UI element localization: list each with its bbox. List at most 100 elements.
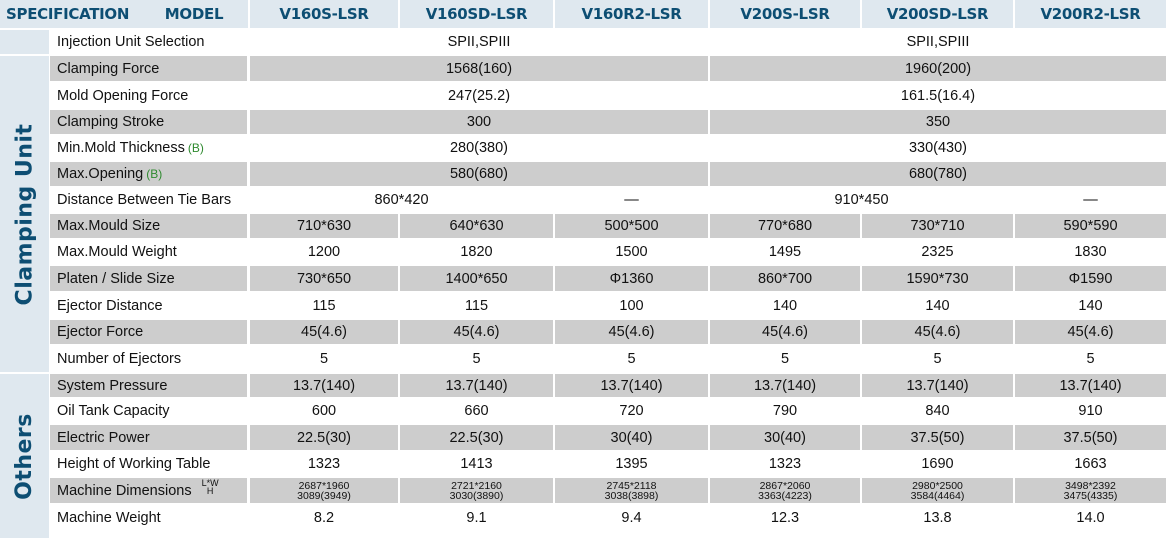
spec-value: 30(40) — [555, 425, 708, 450]
spec-row-label-text: Platen / Slide Size — [57, 270, 175, 287]
spec-value: 140 — [1015, 293, 1166, 318]
model-name: V200R2-LSR — [1040, 5, 1141, 23]
spec-value: 1690 — [862, 452, 1013, 476]
spec-row-label-text: Clamping Force — [57, 60, 160, 77]
spec-value-text: 860*700 — [757, 270, 813, 287]
spec-value-text: 45(4.6) — [914, 324, 961, 340]
spec-value: 247(25.2) — [250, 83, 708, 108]
dimension-h: 3038(3898) — [604, 489, 659, 502]
dimension-h: 3363(4223) — [758, 489, 812, 502]
spec-value-text: 1495 — [768, 244, 802, 260]
spec-value: 13.7(140) — [555, 374, 708, 397]
lw-note: L*W — [201, 477, 219, 488]
spec-row-label: Distance Between Tie Bars — [50, 188, 247, 212]
spec-value: 140 — [862, 293, 1013, 318]
spec-value-text: 1400*650 — [445, 270, 508, 287]
spec-value: 1413 — [400, 452, 553, 476]
dimension-h: 3475(4335) — [1063, 489, 1118, 502]
spec-value: 1820 — [400, 240, 553, 264]
dimension-lw: 2687*1960 — [298, 479, 350, 492]
spec-value: 45(4.6) — [250, 320, 398, 344]
spec-value-text: 100 — [619, 297, 644, 314]
spec-value-text: 1323 — [307, 456, 341, 472]
spec-value: — — [555, 188, 708, 212]
spec-row-label-text: Electric Power — [57, 429, 150, 446]
spec-value: 860*420 — [250, 188, 553, 212]
spec-value: 330(430) — [710, 136, 1166, 160]
spec-value: 140 — [710, 293, 860, 318]
spec-value: 600 — [250, 399, 398, 423]
spec-row-label: Ejector Distance — [50, 293, 247, 318]
spec-value-text: 140 — [772, 297, 798, 314]
spec-value-text: 45(4.6) — [608, 324, 655, 340]
spec-row-label-text: Mold Opening Force — [57, 87, 189, 104]
spec-value-text: 2325 — [921, 244, 954, 260]
spec-value: 45(4.6) — [862, 320, 1013, 344]
group-clamping-unit-label: Clamping Unit — [12, 123, 37, 305]
spec-value: 45(4.6) — [710, 320, 860, 344]
spec-value: Φ1360 — [555, 266, 708, 291]
spec-row-label-text: Min.Mold Thickness — [57, 140, 185, 156]
spec-row-label-text: Machine Weight — [57, 510, 161, 526]
model-header: MODEL — [140, 0, 248, 28]
spec-row-label-text: Distance Between Tie Bars — [57, 192, 232, 208]
spec-value: 1960(200) — [710, 56, 1166, 81]
spec-row-label-text: Max.Mould Weight — [57, 244, 177, 260]
spec-value: 1568(160) — [250, 56, 708, 81]
model-name: V160S-LSR — [279, 5, 369, 23]
model-column-header: V200R2-LSR — [1015, 0, 1166, 28]
spec-value: SPII,SPIII — [710, 30, 1166, 54]
spec-value: 5 — [1015, 346, 1166, 372]
spec-value-text: 590*590 — [1063, 218, 1118, 234]
spec-header-text: SPECIFICATION — [6, 5, 130, 23]
spec-value-text: 5 — [933, 351, 942, 367]
mold-b-badge: (B) — [187, 141, 204, 155]
spec-value-text: 580(680) — [449, 166, 509, 182]
spec-value: 720 — [555, 399, 708, 423]
spec-row-label-text: Ejector Distance — [57, 297, 163, 314]
spec-row-label-text: Max.Opening — [57, 166, 144, 182]
model-name: V160R2-LSR — [581, 5, 682, 23]
spec-value-text: 5 — [319, 351, 329, 367]
spec-value-text: 14.0 — [1076, 510, 1105, 526]
spec-value: 5 — [555, 346, 708, 372]
dimension-lw: 2867*2060 — [759, 479, 811, 492]
spec-value-text: 12.3 — [770, 510, 800, 526]
spec-row-label: System Pressure — [50, 374, 247, 397]
spec-value: 1400*650 — [400, 266, 553, 291]
spec-value-text: 140 — [1078, 297, 1103, 314]
dimension-lw: 2721*2160 — [451, 479, 502, 492]
spec-row-label: Mold Opening Force — [50, 83, 247, 108]
spec-row-label-text: Injection Unit Selection — [57, 34, 205, 50]
spec-value: 1590*730 — [862, 266, 1013, 291]
group-others: Others — [0, 374, 49, 538]
mold-b-badge: (B) — [146, 167, 163, 181]
spec-value: 350 — [710, 110, 1166, 134]
spec-value-text: — — [1083, 192, 1098, 208]
spec-value-text: Φ1360 — [609, 270, 654, 287]
spec-value: 300 — [250, 110, 708, 134]
spec-value-text: 730*710 — [910, 218, 965, 234]
spec-value: 910*450 — [710, 188, 1013, 212]
spec-value-text: 13.7(140) — [753, 377, 817, 394]
spec-value-text: 280(380) — [449, 140, 509, 156]
spec-row-label: Electric Power — [50, 425, 247, 450]
header-divider — [0, 28, 1168, 30]
spec-row-label-text: Height of Working Table — [57, 456, 211, 472]
spec-value-text: 9.4 — [621, 510, 642, 526]
spec-row-label: Number of Ejectors — [50, 346, 247, 372]
spec-value-text: 37.5(50) — [910, 429, 965, 446]
model-column-header: V160R2-LSR — [555, 0, 708, 28]
spec-value: 580(680) — [250, 162, 708, 186]
spec-value: 37.5(50) — [1015, 425, 1166, 450]
spec-value: 280(380) — [250, 136, 708, 160]
spec-value-text: 37.5(50) — [1063, 429, 1118, 446]
spec-value: 13.7(140) — [710, 374, 860, 397]
spec-value-text: 500*500 — [604, 218, 659, 234]
spec-value: 3498*2392 3475(4335) — [1015, 478, 1166, 503]
spec-value: 45(4.6) — [400, 320, 553, 344]
spec-value: 590*590 — [1015, 214, 1166, 238]
spec-value: 790 — [710, 399, 860, 423]
spec-row-label-text: System Pressure — [57, 377, 168, 394]
